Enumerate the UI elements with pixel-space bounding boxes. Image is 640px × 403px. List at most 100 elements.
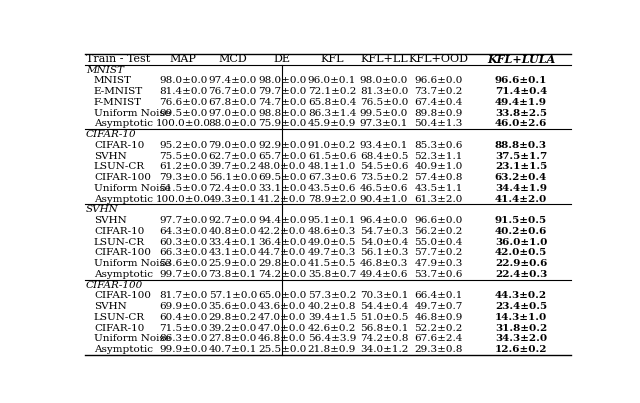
Text: 40.2±0.8: 40.2±0.8 [308,302,356,311]
Text: 65.7±0.0: 65.7±0.0 [258,152,307,160]
Text: 60.3±0.0: 60.3±0.0 [159,238,207,247]
Text: Asymptotic: Asymptotic [94,119,153,128]
Text: 46.8±0.0: 46.8±0.0 [258,334,307,343]
Text: 64.3±0.0: 64.3±0.0 [159,227,207,236]
Text: 81.7±0.0: 81.7±0.0 [159,291,207,300]
Text: 23.4±0.5: 23.4±0.5 [495,302,547,311]
Text: 36.4±0.0: 36.4±0.0 [258,238,307,247]
Text: 98.8±0.0: 98.8±0.0 [258,108,307,118]
Text: 29.8±0.0: 29.8±0.0 [258,259,307,268]
Text: 63.2±0.4: 63.2±0.4 [495,173,547,182]
Text: 22.9±0.6: 22.9±0.6 [495,259,547,268]
Text: 96.4±0.0: 96.4±0.0 [360,216,408,225]
Text: 88.0±0.0: 88.0±0.0 [209,119,257,128]
Text: 74.7±0.0: 74.7±0.0 [258,98,307,107]
Text: 65.8±0.4: 65.8±0.4 [308,98,356,107]
Text: 51.5±0.0: 51.5±0.0 [159,184,207,193]
Text: 33.1±0.0: 33.1±0.0 [258,184,307,193]
Text: 73.7±0.2: 73.7±0.2 [415,87,463,96]
Text: 81.4±0.0: 81.4±0.0 [159,87,207,96]
Text: 44.7±0.0: 44.7±0.0 [258,248,307,258]
Text: 94.4±0.0: 94.4±0.0 [258,216,307,225]
Text: E-MNIST: E-MNIST [94,87,143,96]
Text: LSUN-CR: LSUN-CR [94,238,145,247]
Text: 42.6±0.2: 42.6±0.2 [308,324,356,332]
Text: 46.8±0.9: 46.8±0.9 [415,313,463,322]
Text: 97.7±0.0: 97.7±0.0 [159,216,207,225]
Text: 79.3±0.0: 79.3±0.0 [159,173,207,182]
Text: 61.3±2.0: 61.3±2.0 [415,195,463,204]
Text: 33.8±2.5: 33.8±2.5 [495,108,547,118]
Text: CIFAR-100: CIFAR-100 [94,173,151,182]
Text: F-MNIST: F-MNIST [94,98,142,107]
Text: 90.4±1.0: 90.4±1.0 [360,195,408,204]
Text: KFL+OOD: KFL+OOD [408,54,468,64]
Text: 39.7±0.2: 39.7±0.2 [209,162,257,171]
Text: 75.5±0.0: 75.5±0.0 [159,152,207,160]
Text: LSUN-CR: LSUN-CR [94,162,145,171]
Text: 97.3±0.1: 97.3±0.1 [360,119,408,128]
Text: 68.4±0.5: 68.4±0.5 [360,152,408,160]
Text: Train - Test: Train - Test [86,54,150,64]
Text: 42.2±0.0: 42.2±0.0 [258,227,307,236]
Text: 55.0±0.4: 55.0±0.4 [415,238,463,247]
Text: 72.4±0.0: 72.4±0.0 [209,184,257,193]
Text: 96.6±0.1: 96.6±0.1 [495,76,547,85]
Text: 56.8±0.1: 56.8±0.1 [360,324,408,332]
Text: 67.4±0.4: 67.4±0.4 [415,98,463,107]
Text: 72.1±0.2: 72.1±0.2 [308,87,356,96]
Text: 56.4±3.9: 56.4±3.9 [308,334,356,343]
Text: 47.9±0.3: 47.9±0.3 [415,259,463,268]
Text: 49.7±0.3: 49.7±0.3 [308,248,356,258]
Text: 67.3±0.6: 67.3±0.6 [308,173,356,182]
Text: 56.1±0.0: 56.1±0.0 [209,173,257,182]
Text: 66.3±0.0: 66.3±0.0 [159,248,207,258]
Text: 56.1±0.3: 56.1±0.3 [360,248,408,258]
Text: 43.5±0.6: 43.5±0.6 [308,184,356,193]
Text: 78.9±2.0: 78.9±2.0 [308,195,356,204]
Text: Uniform Noise: Uniform Noise [94,108,171,118]
Text: 61.2±0.0: 61.2±0.0 [159,162,207,171]
Text: 54.4±0.4: 54.4±0.4 [360,302,408,311]
Text: 73.8±0.1: 73.8±0.1 [209,270,257,279]
Text: 43.6±0.0: 43.6±0.0 [258,302,307,311]
Text: 43.5±1.1: 43.5±1.1 [415,184,463,193]
Text: Uniform Noise: Uniform Noise [94,334,171,343]
Text: 62.7±0.0: 62.7±0.0 [209,152,257,160]
Text: 98.0±0.0: 98.0±0.0 [360,76,408,85]
Text: 25.5±0.0: 25.5±0.0 [258,345,307,354]
Text: 41.2±0.0: 41.2±0.0 [258,195,307,204]
Text: 43.1±0.0: 43.1±0.0 [209,248,257,258]
Text: 29.3±0.8: 29.3±0.8 [415,345,463,354]
Text: 91.0±0.2: 91.0±0.2 [308,141,356,150]
Text: Asymptotic: Asymptotic [94,270,153,279]
Text: 41.5±0.5: 41.5±0.5 [308,259,356,268]
Text: 47.0±0.0: 47.0±0.0 [258,313,307,322]
Text: 79.0±0.0: 79.0±0.0 [209,141,257,150]
Text: 99.7±0.0: 99.7±0.0 [159,270,207,279]
Text: SVHN: SVHN [86,205,118,214]
Text: SVHN: SVHN [94,216,127,225]
Text: 48.6±0.3: 48.6±0.3 [308,227,356,236]
Text: 53.6±0.0: 53.6±0.0 [159,259,207,268]
Text: 21.8±0.9: 21.8±0.9 [308,345,356,354]
Text: 96.6±0.0: 96.6±0.0 [415,216,463,225]
Text: CIFAR-100: CIFAR-100 [94,291,151,300]
Text: KFL+LL: KFL+LL [360,54,408,64]
Text: 39.2±0.0: 39.2±0.0 [209,324,257,332]
Text: CIFAR-100: CIFAR-100 [86,280,143,290]
Text: 37.5±1.7: 37.5±1.7 [495,152,547,160]
Text: 67.8±0.0: 67.8±0.0 [209,98,257,107]
Text: 46.0±2.6: 46.0±2.6 [495,119,547,128]
Text: KFL+LULA: KFL+LULA [487,54,555,65]
Text: 96.6±0.0: 96.6±0.0 [415,76,463,85]
Text: 54.0±0.4: 54.0±0.4 [360,238,408,247]
Text: 98.0±0.0: 98.0±0.0 [159,76,207,85]
Text: 49.4±0.6: 49.4±0.6 [360,270,408,279]
Text: 34.3±2.0: 34.3±2.0 [495,334,547,343]
Text: 53.7±0.6: 53.7±0.6 [415,270,463,279]
Text: MCD: MCD [218,54,247,64]
Text: 60.4±0.0: 60.4±0.0 [159,313,207,322]
Text: 100.0±0.0: 100.0±0.0 [156,195,211,204]
Text: MNIST: MNIST [94,76,132,85]
